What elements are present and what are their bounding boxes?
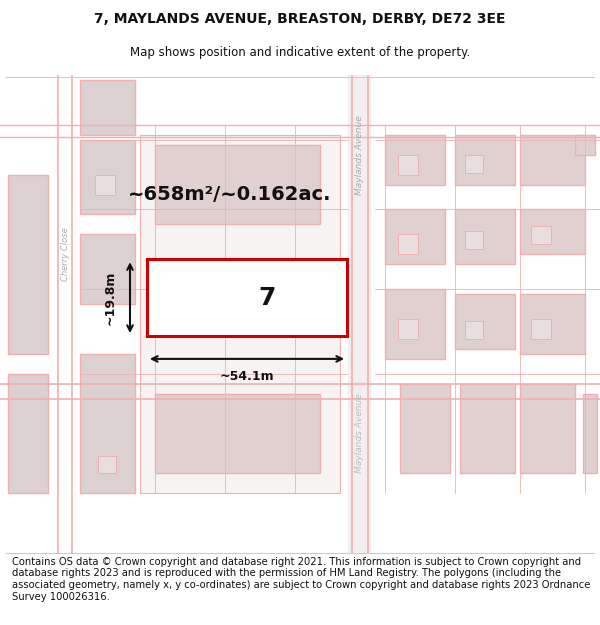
Bar xyxy=(465,321,483,339)
Bar xyxy=(80,354,135,493)
Bar xyxy=(583,394,597,474)
Bar xyxy=(465,154,483,173)
Text: 7: 7 xyxy=(259,286,275,309)
Bar xyxy=(80,234,135,304)
Bar xyxy=(95,174,115,194)
Text: ~19.8m: ~19.8m xyxy=(104,271,116,325)
Bar xyxy=(140,135,340,493)
Text: Maylands Avenue: Maylands Avenue xyxy=(355,115,365,194)
Text: Contains OS data © Crown copyright and database right 2021. This information is : Contains OS data © Crown copyright and d… xyxy=(12,557,590,601)
Text: 7, MAYLANDS AVENUE, BREASTON, DERBY, DE72 3EE: 7, MAYLANDS AVENUE, BREASTON, DERBY, DE7… xyxy=(94,12,506,26)
Bar xyxy=(385,209,445,264)
Bar xyxy=(151,300,181,328)
Bar xyxy=(400,384,450,474)
Bar xyxy=(531,226,551,244)
Bar xyxy=(80,80,135,135)
Bar xyxy=(455,135,515,184)
Bar xyxy=(8,374,48,493)
Bar xyxy=(460,384,515,474)
Text: ~54.1m: ~54.1m xyxy=(220,371,274,383)
Bar xyxy=(385,289,445,359)
Bar xyxy=(8,174,48,354)
Text: Maylands Avenue: Maylands Avenue xyxy=(355,394,365,474)
Bar xyxy=(398,234,418,254)
Bar xyxy=(465,231,483,249)
Text: ~658m²/~0.162ac.: ~658m²/~0.162ac. xyxy=(128,185,332,204)
Bar xyxy=(520,294,585,354)
Text: Map shows position and indicative extent of the property.: Map shows position and indicative extent… xyxy=(130,46,470,59)
Bar xyxy=(520,135,585,184)
Bar xyxy=(531,319,551,339)
Bar xyxy=(398,154,418,174)
Bar xyxy=(155,145,320,224)
Bar xyxy=(520,209,585,254)
Bar xyxy=(455,209,515,264)
Bar xyxy=(520,384,575,474)
Bar xyxy=(147,259,347,336)
Bar xyxy=(398,319,418,339)
Bar xyxy=(98,456,116,474)
Text: Cherry Close: Cherry Close xyxy=(61,228,70,281)
Bar xyxy=(455,294,515,349)
Bar xyxy=(80,140,135,214)
Bar xyxy=(155,394,320,474)
Bar xyxy=(385,135,445,184)
Bar xyxy=(575,135,595,154)
